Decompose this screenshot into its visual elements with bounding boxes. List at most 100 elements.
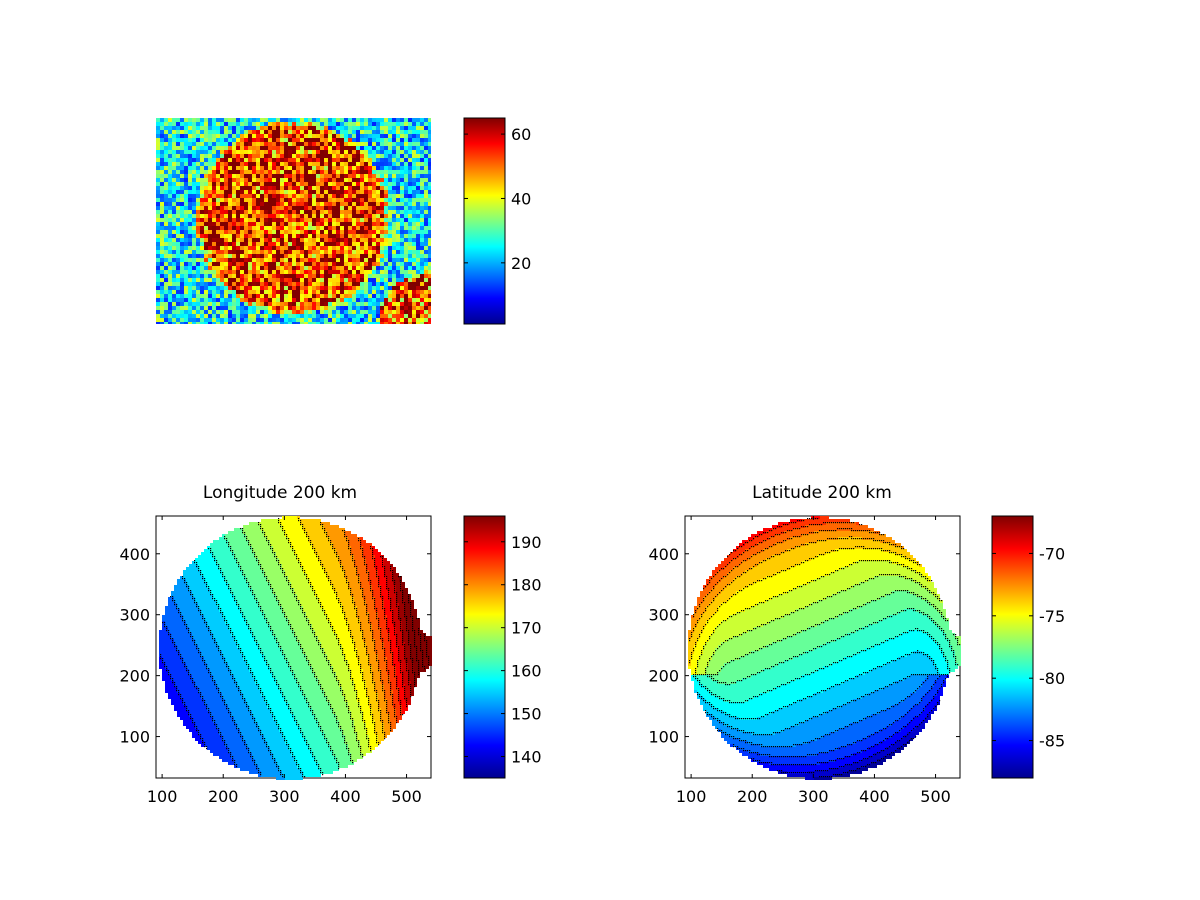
image-pixel (304, 250, 308, 254)
contour-cell (231, 567, 234, 570)
image-pixel (412, 278, 416, 282)
image-pixel (376, 274, 380, 278)
image-pixel (364, 126, 368, 130)
image-pixel (344, 162, 348, 166)
image-pixel (232, 246, 236, 250)
image-pixel (204, 126, 208, 130)
image-pixel (160, 226, 164, 230)
image-pixel (184, 202, 188, 206)
contour-cell (255, 588, 258, 591)
image-pixel (240, 238, 244, 242)
image-pixel (208, 298, 212, 302)
image-pixel (324, 150, 328, 154)
image-pixel (384, 186, 388, 190)
image-pixel (232, 306, 236, 310)
image-pixel (240, 226, 244, 230)
image-pixel (228, 166, 232, 170)
image-pixel (400, 222, 404, 226)
image-pixel (176, 138, 180, 142)
image-pixel (216, 150, 220, 154)
contour-cell (351, 561, 354, 564)
image-pixel (324, 242, 328, 246)
image-pixel (188, 226, 192, 230)
image-pixel (376, 238, 380, 242)
contour-cell (225, 555, 228, 558)
image-pixel (208, 198, 212, 202)
image-pixel (372, 194, 376, 198)
image-pixel (236, 118, 240, 122)
image-pixel (216, 270, 220, 274)
contour-cell (258, 582, 261, 585)
image-pixel (332, 322, 336, 326)
image-pixel (272, 194, 276, 198)
image-pixel (260, 194, 264, 198)
contour-cell (231, 570, 234, 573)
image-pixel (240, 194, 244, 198)
image-pixel (332, 278, 336, 282)
image-pixel (300, 274, 304, 278)
image-pixel (204, 250, 208, 254)
image-pixel (248, 214, 252, 218)
image-pixel (260, 254, 264, 258)
image-pixel (348, 130, 352, 134)
image-pixel (372, 118, 376, 122)
image-pixel (332, 138, 336, 142)
image-pixel (208, 230, 212, 234)
image-pixel (200, 310, 204, 314)
image-pixel (428, 198, 432, 202)
image-pixel (324, 270, 328, 274)
contour-cell (279, 540, 282, 543)
image-pixel (280, 122, 284, 126)
image-pixel (236, 274, 240, 278)
image-pixel (336, 150, 340, 154)
image-pixel (192, 118, 196, 122)
contour-cell (348, 561, 351, 564)
image-pixel (168, 286, 172, 290)
image-pixel (264, 278, 268, 282)
image-pixel (224, 246, 228, 250)
image-pixel (284, 194, 288, 198)
contour-cell (216, 579, 219, 582)
image-pixel (272, 162, 276, 166)
image-pixel (248, 190, 252, 194)
image-pixel (156, 198, 160, 202)
image-pixel (296, 246, 300, 250)
image-pixel (360, 266, 364, 270)
image-pixel (412, 198, 416, 202)
contour-cell (321, 549, 324, 552)
image-pixel (188, 150, 192, 154)
contour-cell (282, 579, 285, 582)
image-pixel (288, 306, 292, 310)
image-pixel (428, 202, 432, 206)
image-pixel (412, 154, 416, 158)
image-pixel (348, 198, 352, 202)
longitude-title: Longitude 200 km (203, 483, 357, 503)
image-pixel (232, 234, 236, 238)
image-pixel (384, 210, 388, 214)
image-pixel (392, 214, 396, 218)
image-pixel (300, 298, 304, 302)
image-pixel (288, 134, 292, 138)
image-pixel (364, 294, 368, 298)
image-pixel (236, 170, 240, 174)
image-pixel (256, 138, 260, 142)
image-pixel (256, 118, 260, 122)
image-pixel (196, 322, 200, 326)
image-pixel (288, 222, 292, 226)
image-pixel (332, 246, 336, 250)
image-pixel (236, 186, 240, 190)
image-pixel (188, 314, 192, 318)
image-pixel (236, 178, 240, 182)
contour-cell (375, 555, 378, 558)
contour-cell (273, 537, 276, 540)
contour-cell (339, 582, 342, 585)
image-pixel (228, 146, 232, 150)
image-pixel (296, 270, 300, 274)
image-pixel (232, 302, 236, 306)
image-pixel (368, 298, 372, 302)
contour-cell (243, 549, 246, 552)
contour-cell (369, 567, 372, 570)
image-pixel (324, 318, 328, 322)
contour-cell (237, 558, 240, 561)
image-pixel (348, 266, 352, 270)
